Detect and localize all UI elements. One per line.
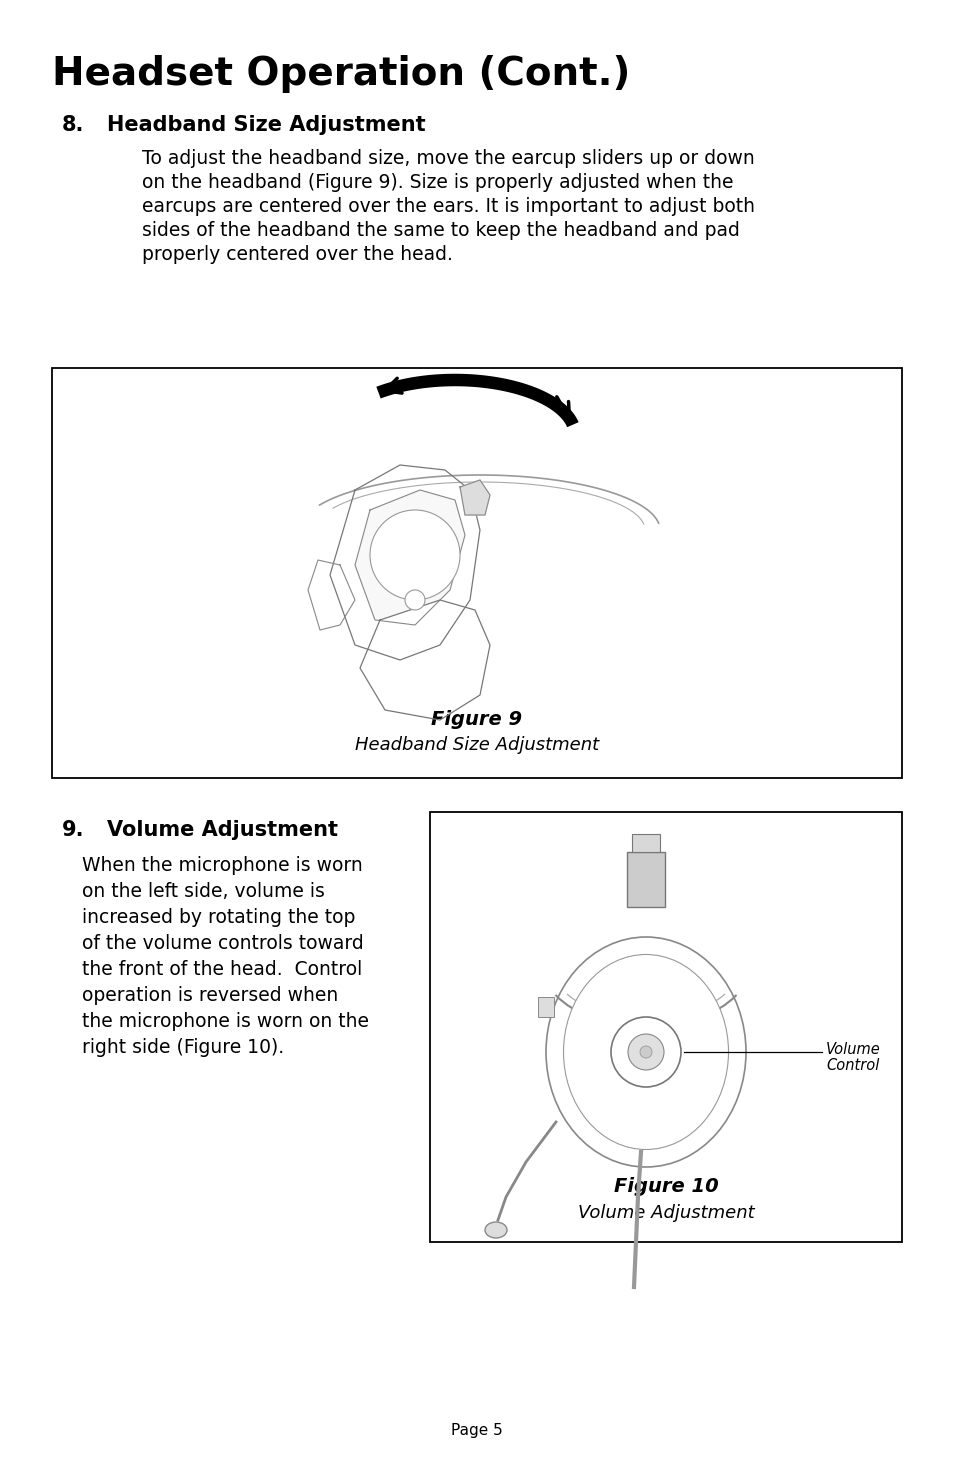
Polygon shape	[330, 465, 479, 659]
Bar	[52, 367, 901, 777]
Text: To adjust the headband size, move the earcup sliders up or down: To adjust the headband size, move the ea…	[142, 149, 754, 168]
Circle shape	[639, 1046, 651, 1058]
Text: Control: Control	[825, 1058, 879, 1072]
Text: on the left side, volume is: on the left side, volume is	[82, 882, 325, 901]
Polygon shape	[359, 600, 490, 720]
Text: Volume Adjustment: Volume Adjustment	[578, 1204, 754, 1221]
Polygon shape	[459, 479, 490, 515]
Text: properly centered over the head.: properly centered over the head.	[142, 245, 453, 264]
Bar	[430, 813, 901, 1242]
Ellipse shape	[545, 937, 745, 1167]
Text: When the microphone is worn: When the microphone is worn	[82, 855, 362, 875]
Text: Volume Adjustment: Volume Adjustment	[107, 820, 337, 839]
Circle shape	[370, 510, 459, 600]
Bar	[631, 833, 659, 853]
Ellipse shape	[484, 1221, 506, 1238]
Text: 8.: 8.	[62, 115, 84, 136]
Text: right side (Figure 10).: right side (Figure 10).	[82, 1038, 284, 1058]
Text: the microphone is worn on the: the microphone is worn on the	[82, 1012, 369, 1031]
Circle shape	[627, 1034, 663, 1069]
Text: Figure 10: Figure 10	[613, 1177, 718, 1196]
Text: Volume: Volume	[825, 1041, 880, 1058]
Ellipse shape	[563, 954, 728, 1149]
Text: Headset Operation (Cont.): Headset Operation (Cont.)	[52, 55, 630, 93]
Text: Headband Size Adjustment: Headband Size Adjustment	[355, 736, 598, 754]
Circle shape	[610, 1016, 680, 1087]
Circle shape	[405, 590, 424, 611]
Text: operation is reversed when: operation is reversed when	[82, 985, 338, 1004]
Text: 9.: 9.	[62, 820, 85, 839]
Text: earcups are centered over the ears. It is important to adjust both: earcups are centered over the ears. It i…	[142, 198, 754, 215]
Text: on the headband (Figure 9). Size is properly adjusted when the: on the headband (Figure 9). Size is prop…	[142, 173, 733, 192]
Text: sides of the headband the same to keep the headband and pad: sides of the headband the same to keep t…	[142, 221, 740, 240]
Polygon shape	[355, 490, 464, 625]
Text: increased by rotating the top: increased by rotating the top	[82, 909, 355, 926]
Text: Figure 9: Figure 9	[431, 709, 522, 729]
Bar	[537, 997, 554, 1016]
Text: of the volume controls toward: of the volume controls toward	[82, 934, 363, 953]
Text: Headband Size Adjustment: Headband Size Adjustment	[107, 115, 425, 136]
Polygon shape	[308, 560, 355, 630]
Text: Page 5: Page 5	[451, 1423, 502, 1438]
Text: the front of the head.  Control: the front of the head. Control	[82, 960, 362, 979]
Bar	[626, 853, 664, 907]
